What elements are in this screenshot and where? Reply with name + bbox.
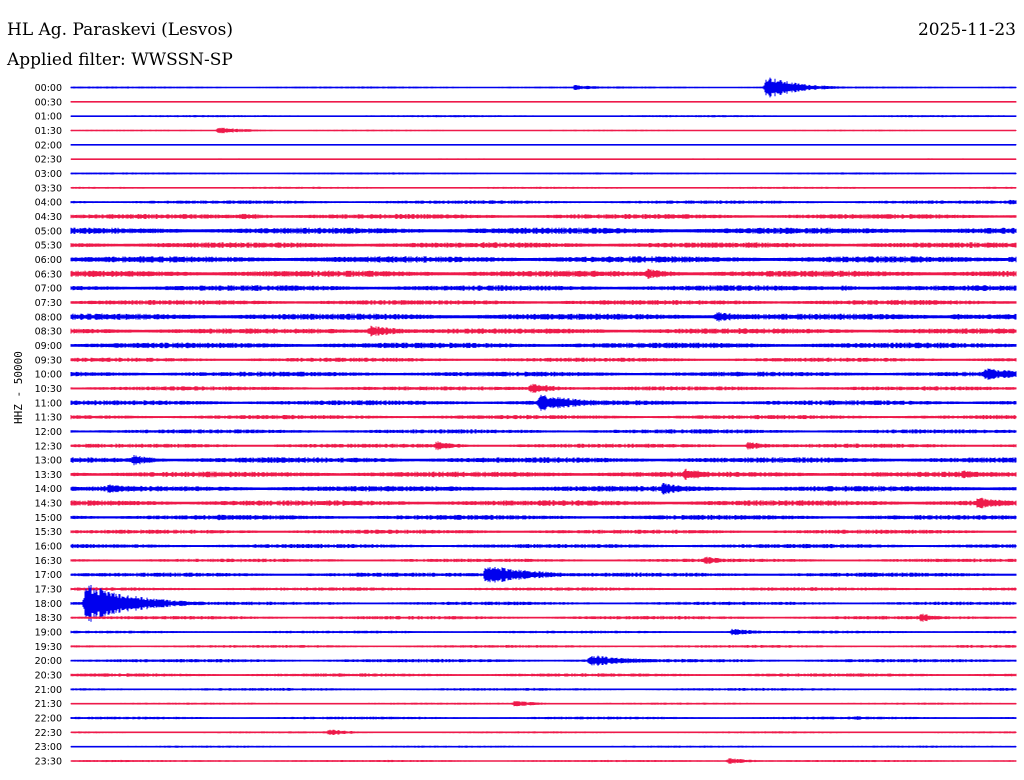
row-time-label: 20:30 (35, 671, 62, 682)
row-time-label: 21:00 (35, 685, 62, 696)
row-time-label: 13:30 (35, 470, 62, 481)
row-time-label: 01:30 (35, 126, 62, 137)
row-time-label: 08:00 (35, 312, 62, 323)
row-time-label: 05:30 (35, 241, 62, 252)
row-time-label: 04:00 (35, 198, 62, 209)
row-time-label: 12:30 (35, 441, 62, 452)
row-time-label: 06:00 (35, 255, 62, 266)
row-time-label: 00:00 (35, 83, 62, 94)
row-time-label: 21:30 (35, 699, 62, 710)
row-time-label: 19:00 (35, 628, 62, 639)
row-time-label: 02:00 (35, 140, 62, 151)
row-time-label: 22:30 (35, 728, 62, 739)
row-time-label: 11:30 (35, 413, 62, 424)
row-time-label: 05:00 (35, 226, 62, 237)
row-time-label: 10:00 (35, 370, 62, 381)
row-time-label: 09:30 (35, 355, 62, 366)
row-time-label: 06:30 (35, 269, 62, 280)
row-time-label: 11:00 (35, 398, 62, 409)
row-time-label: 23:00 (35, 742, 62, 753)
row-time-label: 08:30 (35, 327, 62, 338)
row-time-label: 14:00 (35, 484, 62, 495)
row-time-label: 18:30 (35, 613, 62, 624)
date-label: 2025-11-23 (917, 20, 1016, 40)
row-time-label: 12:00 (35, 427, 62, 438)
row-time-label: 07:30 (35, 298, 62, 309)
row-time-label: 03:00 (35, 169, 62, 180)
row-time-label: 03:30 (35, 183, 62, 194)
row-time-label: 17:30 (35, 585, 62, 596)
row-time-label: 15:30 (35, 527, 62, 538)
filter-label: Applied filter: WWSSN-SP (7, 50, 233, 70)
row-time-label: 01:00 (35, 112, 62, 123)
row-time-label: 04:30 (35, 212, 62, 223)
row-time-label: 13:00 (35, 456, 62, 467)
row-time-label: 10:30 (35, 384, 62, 395)
row-time-label: 19:30 (35, 642, 62, 653)
row-time-label: 20:00 (35, 656, 62, 667)
row-time-label: 16:30 (35, 556, 62, 567)
row-time-label: 15:00 (35, 513, 62, 524)
station-title: HL Ag. Paraskevi (Lesvos) (7, 20, 233, 40)
row-time-label: 07:00 (35, 284, 62, 295)
row-time-label: 16:00 (35, 542, 62, 553)
row-time-label: 00:30 (35, 97, 62, 108)
row-time-label: 09:00 (35, 341, 62, 352)
row-time-label: 17:00 (35, 570, 62, 581)
row-time-label: 02:30 (35, 155, 62, 166)
row-time-label: 23:30 (35, 757, 62, 768)
row-time-label: 14:30 (35, 499, 62, 510)
row-time-label: 18:00 (35, 599, 62, 610)
row-time-label: 22:00 (35, 714, 62, 725)
